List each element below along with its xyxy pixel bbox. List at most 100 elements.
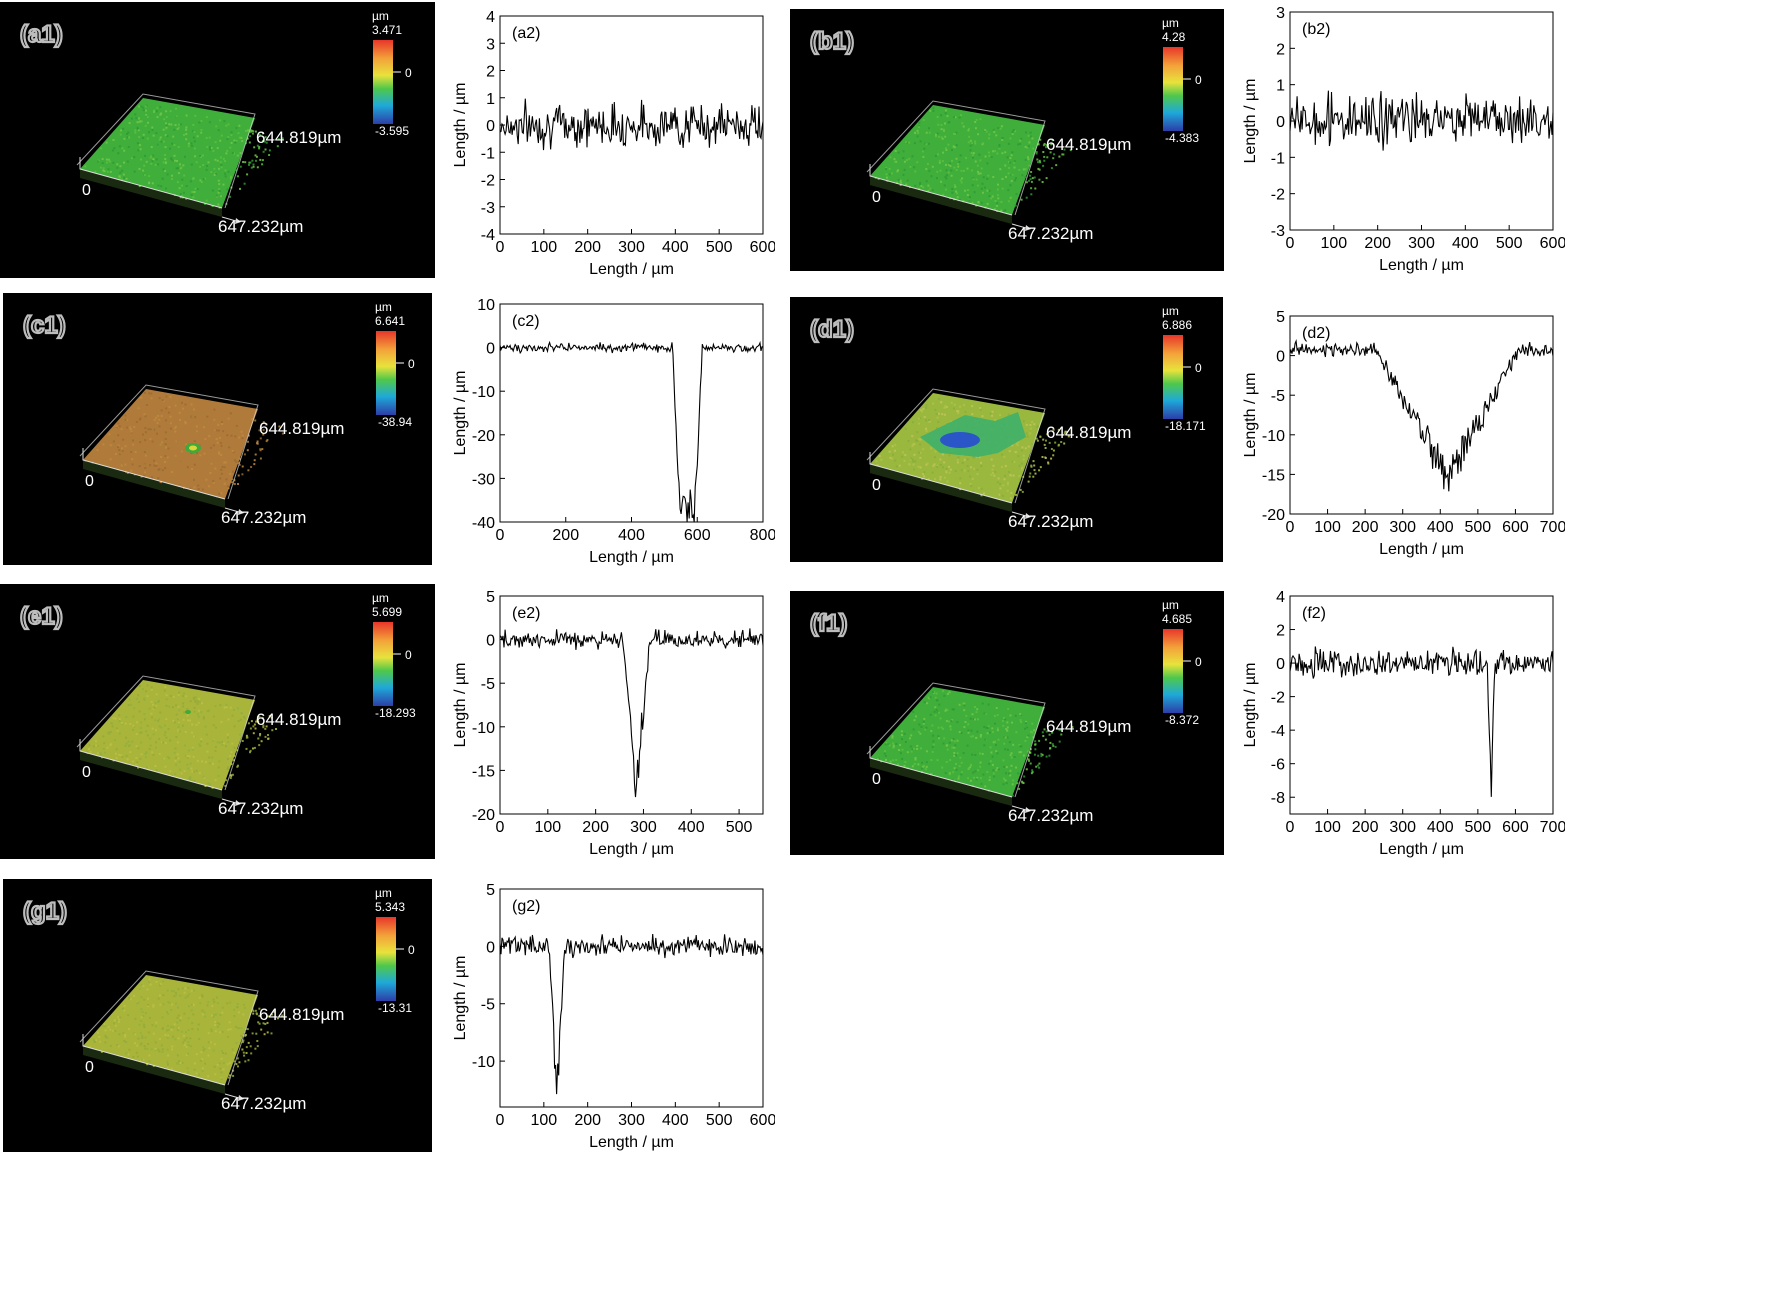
profile-line [1289,646,1554,797]
y-axis-label: Length / µm [1242,373,1259,458]
surface-map-c1: (c1) 0 644.819µm 647.232µm µm 6.641 0 -38.94 [3,293,432,565]
plot-area [1289,595,1554,815]
colorbar-min: -38.94 [378,415,412,429]
colorbar-unit: µm [372,591,389,605]
y-tick-label: -20 [1262,507,1285,524]
colorbar-zero: 0 [1195,361,1202,375]
x-tick-label: 600 [684,527,711,544]
x-tick-label: 100 [1320,235,1347,252]
y-extent-label: 644.819µm [1046,717,1131,736]
x-tick-label: 300 [1389,519,1416,536]
x-tick-label: 100 [1314,819,1341,836]
panel-label: (c2) [512,313,540,330]
colorbar-zero: 0 [408,357,415,371]
colorbar [1163,335,1183,419]
x-extent-label: 647.232µm [218,799,303,818]
surface-map-b1: (b1) 0 644.819µm 647.232µm µm 4.28 0 -4.383 [790,9,1224,271]
x-tick-label: 300 [630,819,657,836]
surface-texture [86,684,278,789]
y-tick-label: 0 [1276,114,1285,131]
plot-frame [79,384,259,513]
panel-label: (b2) [1302,21,1330,38]
x-tick-label: 0 [1286,235,1295,252]
x-tick-label: 200 [574,1112,601,1129]
plot-frame [76,93,256,222]
y-extent-label: 644.819µm [256,128,341,147]
colorbar [1163,47,1183,131]
plot-frame [866,100,1046,229]
x-tick-label: 200 [582,819,609,836]
colorbar-max: 6.886 [1162,318,1192,332]
surface-side [870,758,1012,806]
profile-line [499,933,764,1095]
colorbar [373,40,393,124]
y-tick-label: -1 [1271,150,1285,167]
x-tick-label: 0 [496,1112,505,1129]
x-tick-label: 400 [1452,235,1479,252]
panel-label: (e1) [20,603,63,630]
x-tick-label: 0 [496,239,505,256]
axis-arrow [1025,225,1031,231]
surface-side [870,464,1012,512]
x-tick-label: 400 [678,819,705,836]
y-tick-label: -10 [472,1054,495,1071]
x-tick-label: 300 [1408,235,1435,252]
colorbar-unit: µm [372,9,389,23]
pit-core [940,432,980,448]
x-tick-label: 200 [1352,519,1379,536]
profile-chart-d2: 0 100 200 300 400 500 600 700 -20 -15 -10 -5 0 5 Lengt… [1235,304,1565,562]
y-extent-label: 644.819µm [1046,423,1131,442]
x-tick-label: 200 [1352,819,1379,836]
x-axis-label: Length / µm [1379,841,1464,858]
profile-chart-a2: 0 100 200 300 400 500 600 -4 -3 -2 -1 0 1 2 3 4 Length /… [445,4,775,282]
pit-core [189,445,197,451]
surface-texture [874,106,1072,213]
panel-label: (g1) [23,898,67,925]
y-tick-label: -4 [1271,723,1285,740]
colorbar-unit: µm [375,886,392,900]
x-tick-label: 700 [1540,819,1565,836]
surface-top [80,98,255,208]
x-tick-label: 0 [496,527,505,544]
y-tick-label: -4 [481,227,495,244]
y-tick-label: -2 [481,173,495,190]
plot-area [499,888,764,1108]
colorbar-min: -4.383 [1165,131,1199,145]
plot-frame [866,388,1046,517]
x-extent-label: 647.232µm [1008,224,1093,243]
y-tick-label: 1 [1276,78,1285,95]
surface-side [80,169,222,217]
x-tick-label: 200 [1364,235,1391,252]
x-tick-label: 100 [530,1112,557,1129]
y-tick-label: -10 [1262,428,1285,445]
x-tick-label: 100 [534,819,561,836]
profile-line [499,628,764,798]
y-tick-label: 2 [486,64,495,81]
y-axis-label: Length / µm [452,663,469,748]
x-extent-label: 647.232µm [221,508,306,527]
y-tick-label: 3 [486,36,495,53]
y-tick-label: -15 [472,763,495,780]
origin-label: 0 [872,771,881,788]
colorbar-min: -8.372 [1165,713,1199,727]
axis-arrow [235,800,241,806]
surface-texture [84,104,284,209]
y-tick-label: -5 [481,997,495,1014]
panel-label: (d2) [1302,325,1330,342]
surface-map-a1: (a1) 0 644.819µm 647.232µm µm 3.471 0 -3.595 [0,2,435,278]
y-tick-label: 0 [486,939,495,956]
x-extent-label: 647.232µm [218,217,303,236]
x-axis-label: Length / µm [589,841,674,858]
y-tick-label: 4 [1276,589,1285,606]
colorbar [1163,629,1183,713]
y-tick-label: -30 [472,471,495,488]
colorbar-zero: 0 [405,66,412,80]
x-tick-label: 600 [750,239,775,256]
y-tick-label: 0 [486,118,495,135]
x-tick-label: 100 [1314,519,1341,536]
profile-chart-g2: 0 100 200 300 400 500 600 -10 -5 0 5 Length / µm Len… [445,877,775,1155]
x-tick-label: 400 [618,527,645,544]
panel-label: (a1) [20,21,63,48]
y-tick-label: 0 [486,341,495,358]
colorbar-zero: 0 [405,648,412,662]
